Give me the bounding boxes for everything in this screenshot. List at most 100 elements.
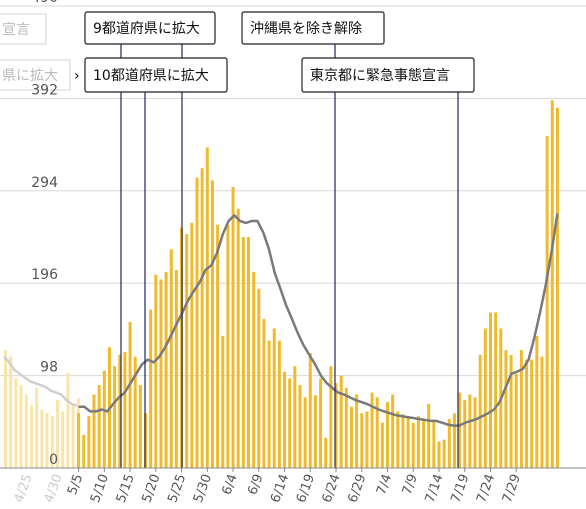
bar xyxy=(437,441,441,468)
bar xyxy=(488,312,492,468)
x-tick-label: 6/29 xyxy=(345,472,369,505)
bar xyxy=(288,378,292,468)
x-tick-label: 5/15 xyxy=(114,472,138,505)
bar xyxy=(262,319,266,468)
x-tick-label: 5/25 xyxy=(165,472,189,505)
y-tick-label: 392 xyxy=(31,82,58,98)
faded-bar xyxy=(14,378,18,468)
x-tick-label: 5/30 xyxy=(191,472,215,505)
bar xyxy=(535,336,539,468)
faded-bar xyxy=(9,356,13,468)
bar xyxy=(504,350,508,468)
bar xyxy=(200,168,204,468)
bar xyxy=(339,375,343,468)
bar xyxy=(416,416,420,468)
moving-average-line xyxy=(78,213,559,427)
bar xyxy=(164,271,168,468)
bar xyxy=(82,435,86,468)
bar xyxy=(113,366,117,468)
bar xyxy=(360,413,364,468)
annotation-label: 沖縄県を除き解除 xyxy=(250,21,362,37)
bar xyxy=(514,373,518,468)
bar xyxy=(370,392,374,468)
bar xyxy=(468,394,472,468)
bar xyxy=(257,288,261,468)
annotation-box xyxy=(84,11,216,45)
bar xyxy=(174,270,178,468)
bar xyxy=(447,418,451,468)
bar xyxy=(452,413,456,468)
bar xyxy=(195,177,199,468)
bar xyxy=(427,403,431,468)
faded-bar xyxy=(35,387,39,468)
faded-bar xyxy=(71,403,75,468)
bar xyxy=(283,371,287,468)
bar xyxy=(138,385,142,468)
x-tick-label: 5/20 xyxy=(139,472,163,505)
y-tick-label: 98 xyxy=(40,360,58,376)
x-tick-label: 7/29 xyxy=(500,472,524,505)
bar xyxy=(473,397,477,468)
bar xyxy=(92,394,96,468)
x-tick-label: 6/24 xyxy=(320,472,344,505)
bar xyxy=(226,224,230,468)
bar xyxy=(231,187,235,468)
bar xyxy=(375,397,379,468)
bar xyxy=(458,392,462,468)
bar xyxy=(478,354,482,468)
x-tick-label: 7/14 xyxy=(423,472,447,505)
bar xyxy=(329,366,333,468)
bar xyxy=(525,359,529,468)
faded-bar xyxy=(19,385,23,468)
x-tick-label: 6/4 xyxy=(220,472,241,497)
y-tick-label: 196 xyxy=(31,267,58,283)
faded-annotation-label: 宣言 xyxy=(2,22,30,38)
bar xyxy=(349,406,353,468)
bar xyxy=(308,352,312,468)
bar xyxy=(324,437,328,468)
bar xyxy=(530,359,534,468)
bar xyxy=(87,416,91,468)
bar xyxy=(221,336,225,468)
bar xyxy=(272,328,276,468)
x-tick-label: 6/14 xyxy=(268,472,292,505)
y-tick-label: 294 xyxy=(31,175,58,191)
bar xyxy=(319,378,323,468)
x-tick-label: 7/19 xyxy=(448,472,472,505)
bar xyxy=(118,354,122,468)
moving-average-path xyxy=(78,213,559,427)
faded-arrow: › xyxy=(74,68,80,84)
bar xyxy=(246,237,250,468)
bar xyxy=(303,397,307,468)
bar xyxy=(396,411,400,468)
annotation-box xyxy=(301,57,475,93)
faded-bar xyxy=(30,405,33,468)
faded-bar xyxy=(40,409,44,468)
x-tick-label: 6/9 xyxy=(245,472,266,497)
bar xyxy=(102,370,106,468)
bar xyxy=(545,136,549,468)
faded-annotation-box xyxy=(0,13,47,45)
bar xyxy=(185,234,189,468)
faded-bar xyxy=(45,413,49,468)
bar xyxy=(355,394,359,468)
annotation-lines xyxy=(120,44,459,468)
y-tick-label: 0 xyxy=(49,452,58,468)
bar xyxy=(313,395,317,468)
bar xyxy=(210,180,214,468)
bar xyxy=(494,312,498,468)
faded-annotation-box xyxy=(0,59,71,91)
bar xyxy=(123,352,127,468)
bar xyxy=(128,321,132,468)
bar xyxy=(509,354,513,468)
x-tick-label: 5/10 xyxy=(88,472,112,505)
faded-bar xyxy=(4,350,7,468)
faded-x-tick-label: 4/25 xyxy=(12,472,36,505)
bar xyxy=(401,414,405,468)
bar xyxy=(406,416,410,468)
x-tick-label: 5/5 xyxy=(65,472,86,497)
bar xyxy=(386,402,390,468)
annotation-label: 9都道府県に拡大 xyxy=(93,21,200,37)
x-tick-label: 7/24 xyxy=(474,472,498,505)
